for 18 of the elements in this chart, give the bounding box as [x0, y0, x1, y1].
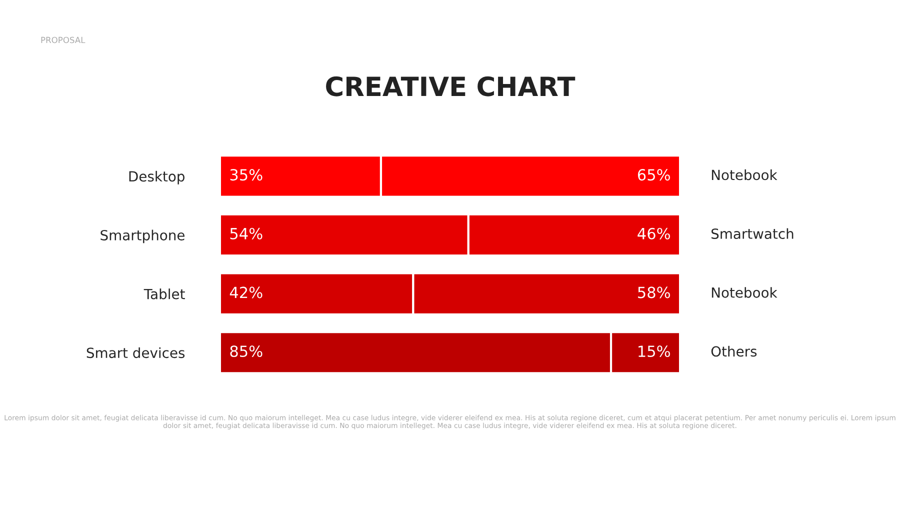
data-label: 65% [638, 169, 670, 181]
y-tick-label: Smart devices [86, 347, 185, 358]
text: Others [711, 346, 757, 357]
data-label: 46% [638, 228, 670, 240]
data-label: 54% [230, 228, 262, 240]
data-label: 15% [638, 345, 670, 358]
data-label: 85% [230, 345, 262, 358]
y-tick-label: Smartphone [100, 230, 184, 244]
data-label: 42% [230, 286, 262, 298]
data-label: 35% [230, 169, 262, 181]
text: PROPOSAL [41, 36, 86, 44]
text: Notebook [712, 169, 778, 180]
data-label: 58% [638, 286, 670, 298]
text: Notebook [712, 287, 778, 298]
y-tick-label: Desktop [129, 170, 184, 184]
chart-title: CREATIVE CHART [326, 76, 576, 96]
text: Smartwatch [712, 228, 794, 240]
y-tick-label: Tablet [144, 288, 185, 300]
